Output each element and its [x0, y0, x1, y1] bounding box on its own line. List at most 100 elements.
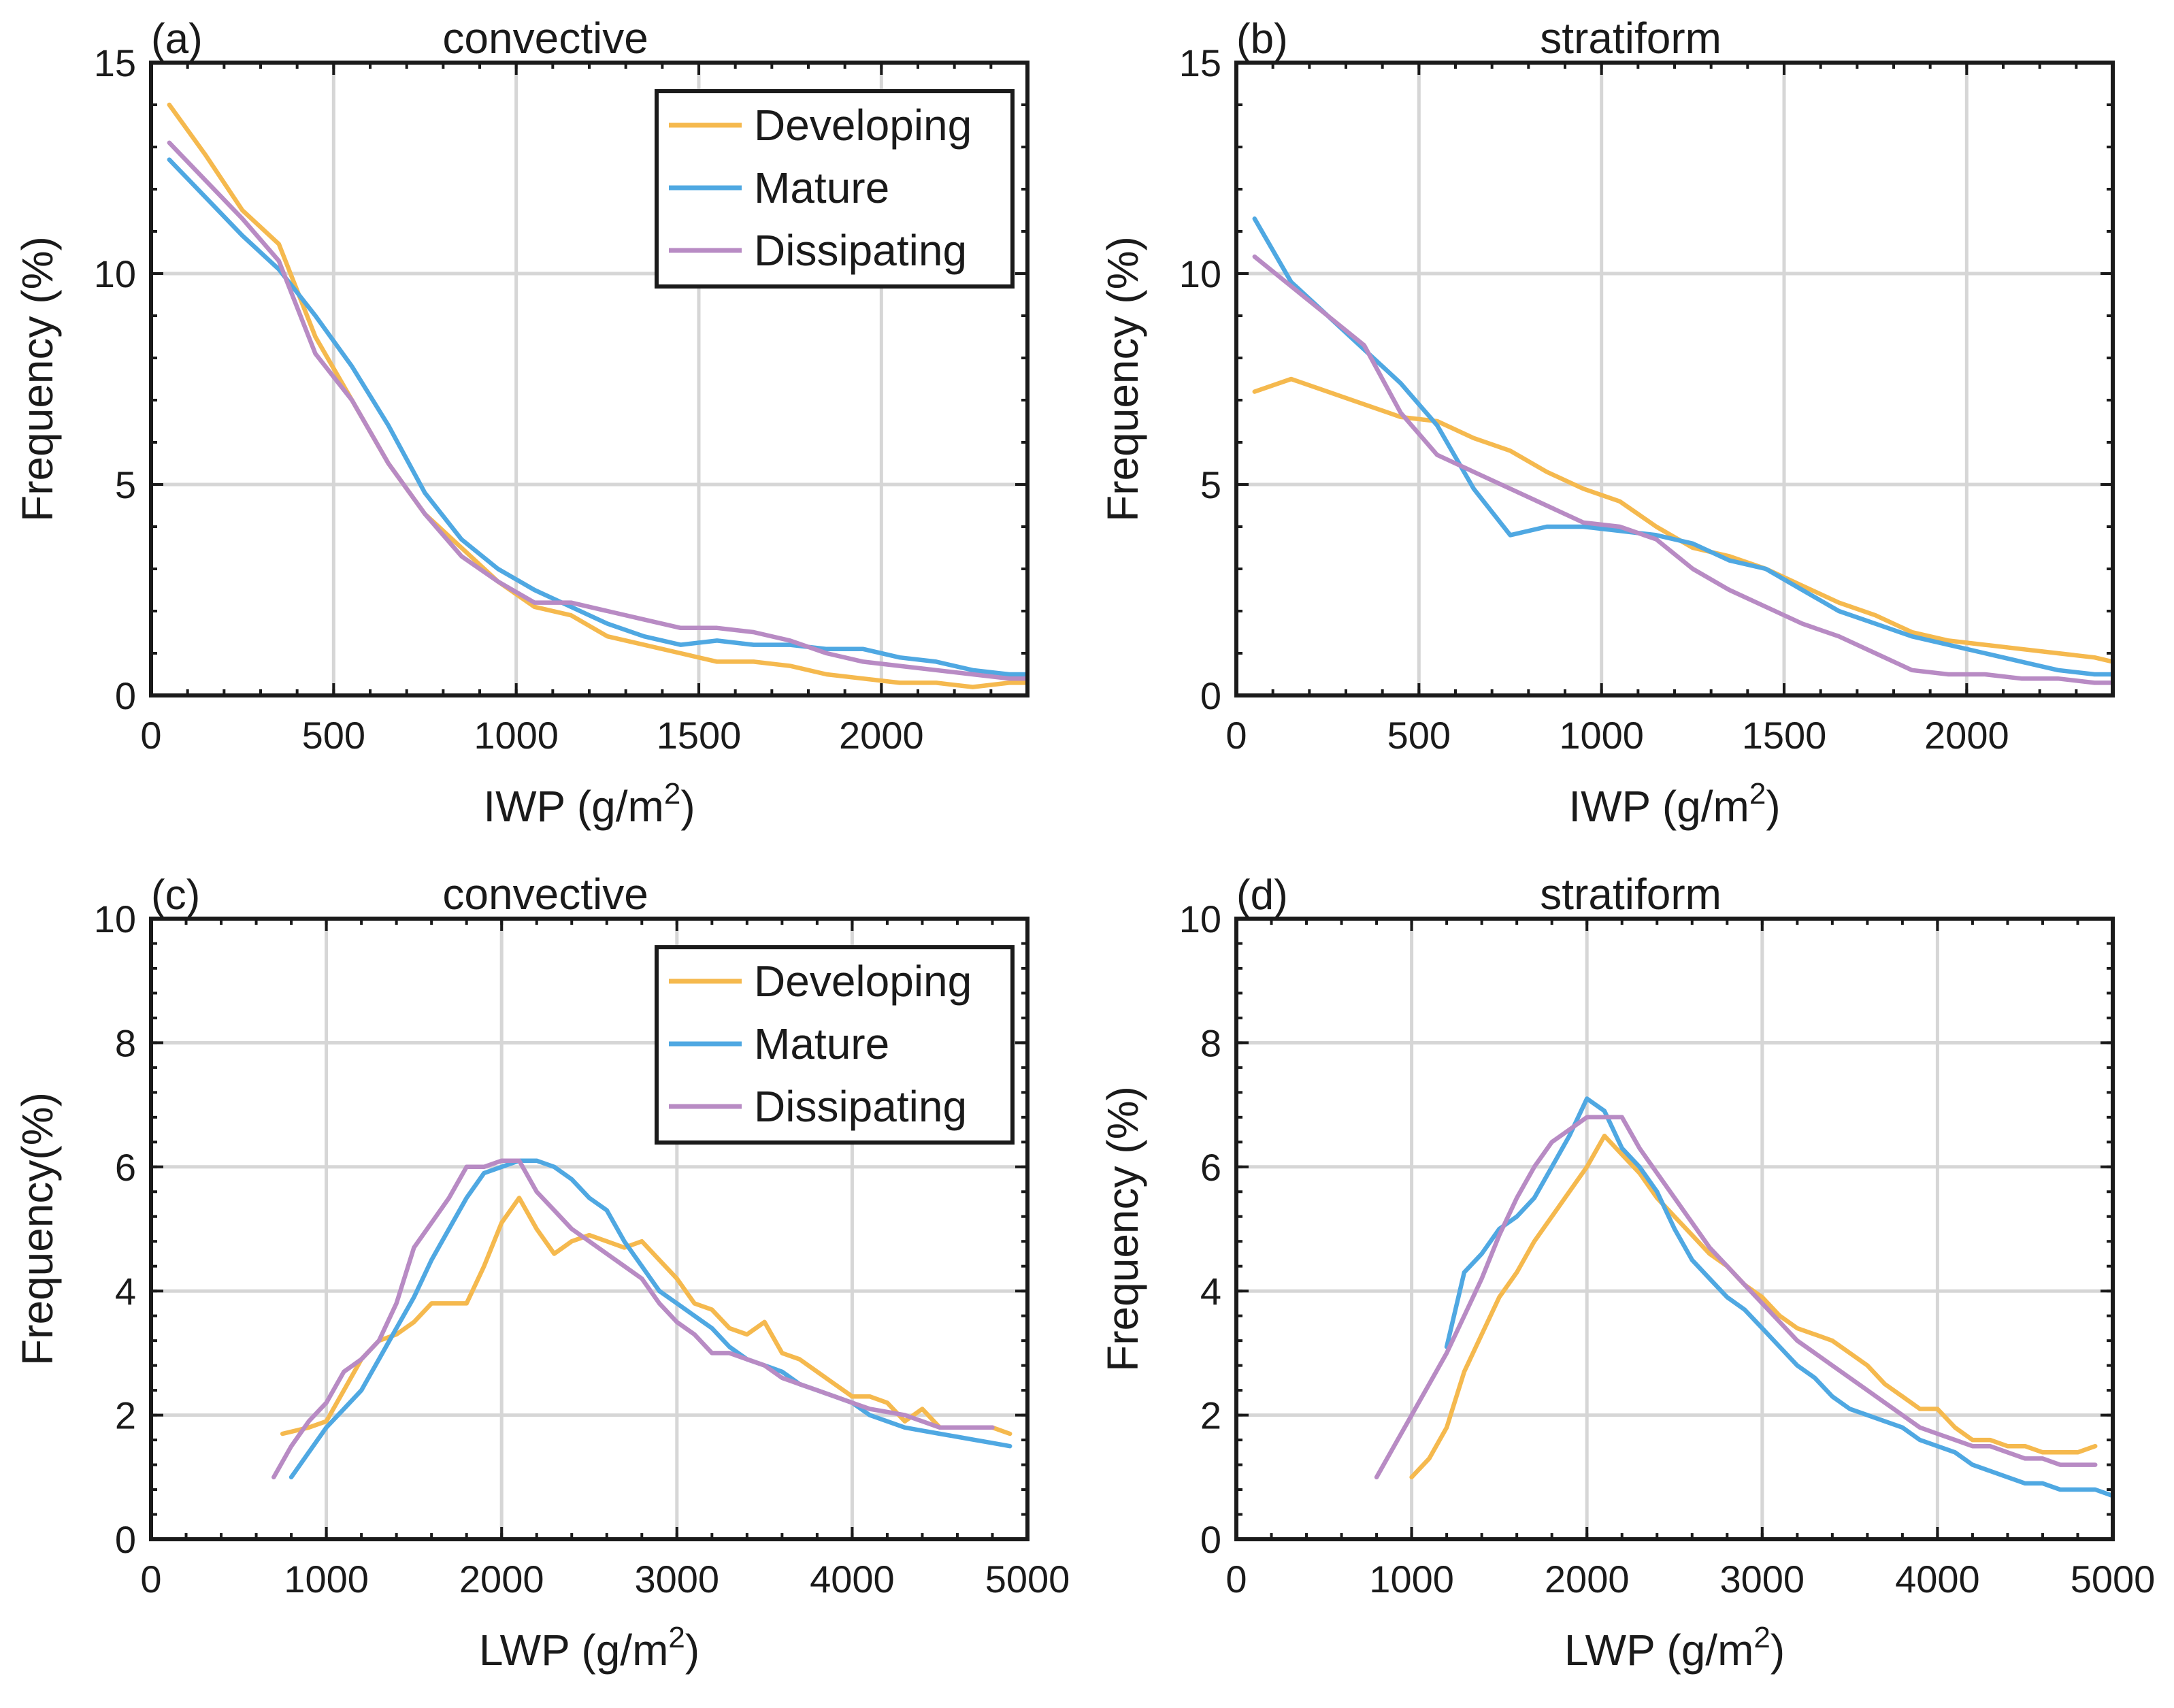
legend-label-mature: Mature [754, 1019, 889, 1068]
y-axis-label: Frequency (%) [13, 236, 62, 522]
x-tick-label: 3000 [1720, 1558, 1805, 1600]
series-line-mature [1444, 1096, 2113, 1498]
series-line-mature [1252, 216, 2113, 677]
y-tick-label: 10 [94, 252, 136, 295]
x-tick-label: 0 [140, 714, 161, 757]
x-tick-label: 0 [1225, 1558, 1247, 1600]
series-line-dissipating [271, 1158, 995, 1480]
panel-title: convective [442, 870, 648, 919]
x-axis-label: LWP (g/m2) [479, 1621, 699, 1675]
x-tick-label: 2000 [1545, 1558, 1630, 1600]
x-axis-label-main: LWP (g/m [1564, 1626, 1754, 1675]
x-tick-label: 0 [140, 1558, 161, 1600]
x-axis-label-superscript: 2 [1753, 1621, 1770, 1654]
x-axis-label-close: ) [1766, 782, 1780, 831]
legend: Developing Mature Dissipating [655, 89, 1015, 289]
axes-frame [1234, 61, 2115, 697]
y-tick-label: 8 [115, 1021, 136, 1064]
legend-label-developing: Developing [754, 101, 972, 150]
x-tick-label: 1500 [657, 714, 742, 757]
x-axis-label: IWP (g/m2) [1568, 777, 1780, 831]
chart-panel-1: 0 500 1000 1500 2000 0 5 10 15 (a) convective IWP (… [13, 14, 1030, 831]
x-tick-label: 0 [1225, 714, 1247, 757]
x-tick-label: 1000 [284, 1558, 369, 1600]
legend: Developing Mature Dissipating [655, 945, 1015, 1145]
series-line-dissipating [167, 140, 1027, 681]
series-line-mature [167, 157, 1027, 677]
legend-label-dissipating: Dissipating [754, 226, 967, 275]
x-axis-label-close: ) [1771, 1626, 1785, 1675]
x-axis-label-main: IWP (g/m [483, 782, 664, 831]
x-tick-label: 5000 [985, 1558, 1070, 1600]
y-tick-label: 6 [115, 1146, 136, 1189]
y-axis-label: Frequency (%) [1098, 1086, 1147, 1372]
x-tick-label: 4000 [810, 1558, 895, 1600]
x-axis-label-close: ) [685, 1626, 699, 1675]
x-axis-label-superscript: 2 [1749, 777, 1766, 810]
panel-tag: (d) [1236, 872, 1288, 919]
y-axis-label: Frequency (%) [1098, 236, 1147, 522]
chart-panel-3: 0 1000 2000 3000 4000 5000 0 2 4 6 8 10 (c) convectiv… [13, 870, 1070, 1675]
panel-tag: (a) [151, 16, 203, 63]
series-line-dissipating [1374, 1115, 2098, 1480]
x-tick-label: 1500 [1742, 714, 1827, 757]
x-axis-label-superscript: 2 [664, 777, 680, 810]
panel-tag: (b) [1236, 16, 1288, 63]
y-tick-label: 10 [94, 898, 136, 940]
series-group [167, 102, 1027, 689]
axes-frame [1234, 917, 2115, 1541]
panel-title: stratiform [1540, 870, 1722, 919]
series-line-developing [1409, 1133, 2098, 1480]
x-tick-label: 500 [1387, 714, 1451, 757]
y-tick-label: 0 [1200, 674, 1221, 717]
y-tick-label: 0 [1200, 1518, 1221, 1561]
chart-panel-2: 0 500 1000 1500 2000 0 5 10 15 (b) stratiform IWP (… [1098, 14, 2115, 831]
y-tick-label: 4 [1200, 1270, 1221, 1313]
panel-tag: (c) [151, 872, 200, 919]
legend-label-dissipating: Dissipating [754, 1082, 967, 1131]
x-tick-label: 5000 [2071, 1558, 2156, 1600]
panel-title: convective [442, 14, 648, 63]
x-axis-label: LWP (g/m2) [1564, 1621, 1785, 1675]
legend-label-developing: Developing [754, 957, 972, 1006]
x-tick-label: 1000 [1369, 1558, 1454, 1600]
y-axis-label: Frequency(%) [13, 1092, 62, 1366]
x-tick-label: 3000 [635, 1558, 720, 1600]
x-axis-label-main: LWP (g/m [479, 1626, 669, 1675]
x-axis-label-superscript: 2 [668, 1621, 685, 1654]
x-tick-label: 2000 [1924, 714, 2009, 757]
series-group [271, 1158, 1012, 1480]
x-tick-label: 2000 [459, 1558, 544, 1600]
axes-frame [149, 917, 1030, 1541]
y-tick-label: 8 [1200, 1021, 1221, 1064]
y-tick-label: 6 [1200, 1146, 1221, 1189]
series-line-developing [167, 102, 1027, 689]
panel-title: stratiform [1540, 14, 1722, 63]
x-tick-label: 2000 [839, 714, 924, 757]
y-tick-label: 0 [115, 674, 136, 717]
series-line-developing [1252, 376, 2113, 664]
x-axis-label-main: IWP (g/m [1568, 782, 1749, 831]
legend-label-mature: Mature [754, 163, 889, 212]
x-tick-label: 1000 [1559, 714, 1644, 757]
series-group [1374, 1096, 2113, 1498]
series-line-mature [289, 1158, 1012, 1480]
y-tick-label: 5 [1200, 463, 1221, 506]
y-tick-label: 0 [115, 1518, 136, 1561]
series-group [1252, 216, 2113, 685]
chart-panel-4: 0 1000 2000 3000 4000 5000 0 2 4 6 8 10 (d) stratifor… [1098, 870, 2155, 1675]
x-tick-label: 500 [302, 714, 365, 757]
y-tick-label: 2 [1200, 1394, 1221, 1437]
series-line-developing [280, 1196, 1012, 1436]
y-tick-label: 10 [1179, 252, 1221, 295]
y-tick-label: 5 [115, 463, 136, 506]
x-tick-label: 4000 [1895, 1558, 1980, 1600]
y-tick-label: 2 [115, 1394, 136, 1437]
y-tick-label: 4 [115, 1270, 136, 1313]
x-axis-label-close: ) [680, 782, 695, 831]
x-axis-label: IWP (g/m2) [483, 777, 695, 831]
y-tick-label: 15 [94, 42, 136, 84]
y-tick-label: 10 [1179, 898, 1221, 940]
y-tick-label: 15 [1179, 42, 1221, 84]
